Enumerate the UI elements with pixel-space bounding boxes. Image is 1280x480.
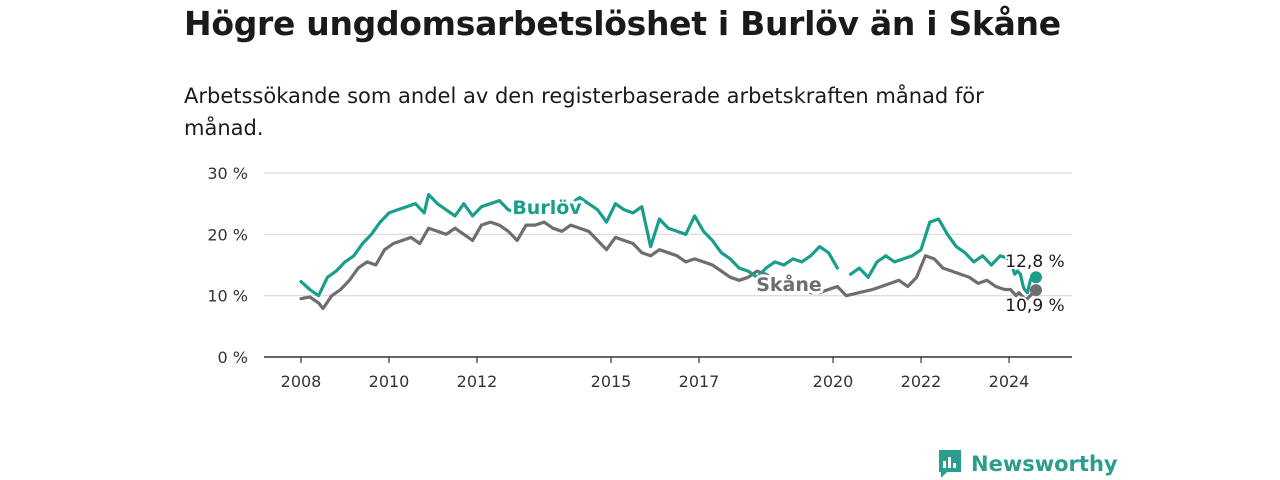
- x-tick-label: 2012: [457, 372, 498, 391]
- end-label-skane: 10,9 %: [1005, 296, 1064, 316]
- grid-layer: [264, 172, 1072, 297]
- x-tick-label: 2017: [679, 372, 720, 391]
- x-tick-label: 2008: [281, 372, 322, 391]
- y-tick-label: 0 %: [218, 348, 248, 367]
- series-label-burlov: Burlöv: [512, 197, 582, 219]
- label-layer: Burlöv Skåne 12,8 % 10,9 %: [509, 194, 1066, 318]
- x-tick-label: 2010: [369, 372, 410, 391]
- chart-subtitle: Arbetssökande som andel av den registerb…: [184, 84, 984, 140]
- y-tick-label: 20 %: [207, 225, 248, 244]
- chart-title: Högre ungdomsarbetslöshet i Burlöv än i …: [184, 4, 1061, 43]
- series-layer: [299, 192, 1042, 311]
- x-tick-label: 2020: [813, 372, 854, 391]
- series-line-burlov: [299, 192, 1038, 298]
- newsworthy-logo-text: Newsworthy: [971, 452, 1118, 476]
- axis-layer: 0 % 10 % 20 % 30 % 2008 2010 2012 2015 2017 2020 2…: [207, 164, 1072, 391]
- end-label-burlov: 12,8 %: [1005, 252, 1064, 272]
- y-tick-label: 30 %: [207, 164, 248, 183]
- x-tick-label: 2024: [989, 372, 1030, 391]
- y-tick-label: 10 %: [207, 287, 248, 306]
- end-point-skane: [1030, 284, 1042, 297]
- newsworthy-logo-icon: [939, 450, 961, 478]
- x-tick-label: 2015: [591, 372, 632, 391]
- series-label-skane: Skåne: [756, 272, 822, 296]
- newsworthy-logo[interactable]: Newsworthy: [937, 448, 1118, 480]
- end-point-burlov: [1030, 271, 1042, 284]
- series-line-skane: [299, 220, 1038, 311]
- x-tick-label: 2022: [901, 372, 942, 391]
